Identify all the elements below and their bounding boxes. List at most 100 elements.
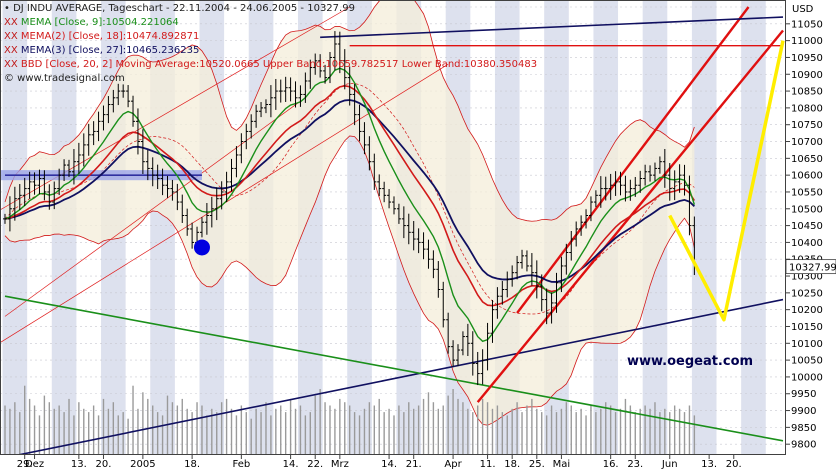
price-bar — [475, 351, 480, 386]
price-bar — [259, 102, 264, 118]
price-bar — [135, 108, 140, 155]
price-bar — [308, 59, 313, 89]
price-bar — [204, 202, 209, 235]
plot-area — [0, 0, 786, 455]
price-bar — [500, 281, 505, 305]
y-tick-label: 10850 — [791, 87, 823, 98]
price-bar — [441, 281, 446, 328]
x-tick-label: 25. — [529, 459, 545, 469]
price-bar — [7, 196, 12, 232]
price-bar — [470, 331, 475, 376]
chart-title: • DJ INDU AVERAGE, Tageschart - 22.11.20… — [4, 3, 355, 14]
price-bar — [121, 84, 126, 98]
price-bar — [81, 133, 86, 167]
price-bar — [96, 111, 101, 142]
x-tick-label: 13. — [701, 459, 717, 469]
price-bar — [584, 209, 589, 229]
x-tick-label: 22. — [307, 459, 323, 469]
bollinger-fill — [5, 0, 695, 426]
legend-entry: XX MEMA(2) [Close, 18]:10474.892871 — [4, 31, 199, 42]
price-bar — [510, 265, 515, 287]
price-bar — [396, 203, 401, 224]
price-bar — [490, 299, 495, 343]
price-bar — [268, 85, 273, 118]
price-bar — [638, 170, 643, 193]
projection-path — [668, 40, 785, 322]
price-bar — [313, 53, 318, 75]
price-bar — [401, 206, 406, 239]
trend-line-blue-upper — [320, 16, 784, 39]
x-tick-label: Mai — [553, 459, 571, 469]
price-bar — [456, 344, 461, 366]
price-bar — [534, 260, 539, 299]
price-bar — [71, 148, 76, 185]
price-bar — [524, 250, 529, 272]
price-bar — [357, 104, 362, 142]
price-bar — [657, 156, 662, 174]
price-bar — [318, 54, 323, 78]
price-bar — [67, 159, 72, 178]
x-tick-label: Mrz — [331, 459, 349, 469]
price-bar — [199, 217, 204, 238]
price-bar — [372, 153, 377, 190]
price-bar — [293, 81, 298, 108]
x-tick-label: 14. — [283, 459, 299, 469]
price-bar — [451, 340, 456, 367]
y-tick-label: 9900 — [791, 406, 816, 417]
price-bar — [327, 51, 332, 84]
price-bar — [3, 213, 7, 224]
price-bar — [229, 158, 234, 192]
legend-entry: XX BBD [Close, 20, 2] Moving Average:105… — [4, 59, 537, 70]
price-bar — [303, 72, 308, 103]
price-bar — [91, 121, 96, 146]
price-bar — [505, 271, 510, 298]
price-bar — [643, 164, 648, 186]
y-tick-label: 9950 — [791, 389, 816, 400]
trend-line-green-decline — [4, 295, 784, 442]
x-tick-label: 11. — [480, 459, 496, 469]
price-bar — [180, 194, 185, 223]
price-bar — [672, 170, 677, 201]
y-tick-label: 10900 — [791, 70, 823, 81]
y-tick-label: 10100 — [791, 339, 823, 350]
y-tick-label: 10050 — [791, 356, 823, 367]
legend-entry: XX MEMA [Close, 9]:10504.221064 — [4, 17, 179, 28]
y-tick-label: 10150 — [791, 322, 823, 333]
price-bar — [579, 215, 584, 236]
price-bar — [234, 146, 239, 178]
price-bar — [116, 83, 121, 106]
price-bar — [160, 168, 165, 196]
price-bar — [352, 83, 357, 126]
price-bar — [667, 163, 672, 201]
price-bar — [263, 99, 268, 114]
y-tick-label: 11000 — [791, 36, 823, 47]
x-tick-label: 13. — [71, 459, 87, 469]
price-bar — [377, 174, 382, 197]
price-bar — [515, 255, 520, 280]
price-bar — [175, 183, 180, 211]
legend-entry: XX MEMA(3) [Close, 27]:10465.236235 — [4, 45, 199, 56]
x-tick-label: 18. — [504, 459, 520, 469]
price-bar — [32, 172, 37, 195]
price-bar — [593, 190, 598, 208]
y-tick-label: 10450 — [791, 221, 823, 232]
price-bar — [460, 331, 465, 356]
x-tick-label: Jun — [661, 459, 678, 469]
price-bar — [480, 349, 485, 385]
price-bar — [529, 253, 534, 286]
y-tick-label: 10200 — [791, 305, 823, 316]
y-tick-label: 10750 — [791, 120, 823, 131]
price-bar — [608, 173, 613, 200]
price-bar — [155, 164, 160, 190]
thin-channel-line — [0, 6, 350, 211]
bollinger-upper-band — [4, 0, 695, 222]
price-bar — [598, 176, 603, 208]
y-tick-label: 10500 — [791, 204, 823, 215]
price-bar — [618, 171, 623, 196]
price-bar — [564, 243, 569, 275]
price-bar — [687, 175, 692, 236]
price-bar — [249, 114, 254, 139]
x-tick-label: Dez — [25, 459, 44, 469]
price-bar — [603, 176, 608, 201]
